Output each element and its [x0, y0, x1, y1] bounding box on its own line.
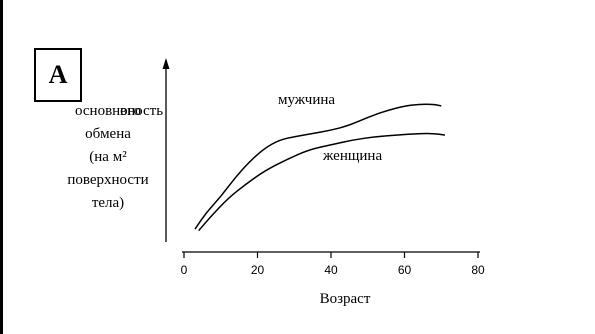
series-labels: мужчина женщина: [278, 92, 382, 164]
series-label-male: мужчина: [278, 92, 335, 108]
y-axis-arrow-icon: [162, 58, 170, 69]
panel-label-box: A: [34, 48, 82, 102]
y-label-line-2: основного: [75, 103, 141, 119]
series-line-1: [194, 103, 442, 230]
x-ticks: 0 20 40 60 80: [181, 252, 485, 277]
x-tick-label: 0: [181, 263, 188, 277]
y-label-line-5: поверхности: [67, 172, 149, 188]
series-line-2: [198, 132, 446, 232]
panel-label: A: [48, 60, 68, 89]
x-tick-label: 40: [324, 263, 338, 277]
series-lines: [194, 103, 446, 232]
x-tick-label: 80: [471, 263, 485, 277]
left-border-line: [0, 0, 3, 334]
y-label-line-3: обмена: [85, 126, 131, 142]
y-axis-label: вность основного обмена (на м² поверхнос…: [44, 100, 172, 215]
x-tick-label: 60: [398, 263, 412, 277]
y-label-line-1: вность: [120, 103, 164, 119]
x-axis-label: Возраст: [320, 291, 371, 307]
y-label-line-6: тела): [91, 195, 125, 211]
y-label-line-4: (на м²: [89, 149, 127, 165]
series-label-female: женщина: [322, 148, 382, 164]
axes: [162, 58, 480, 253]
x-tick-label: 20: [251, 263, 265, 277]
